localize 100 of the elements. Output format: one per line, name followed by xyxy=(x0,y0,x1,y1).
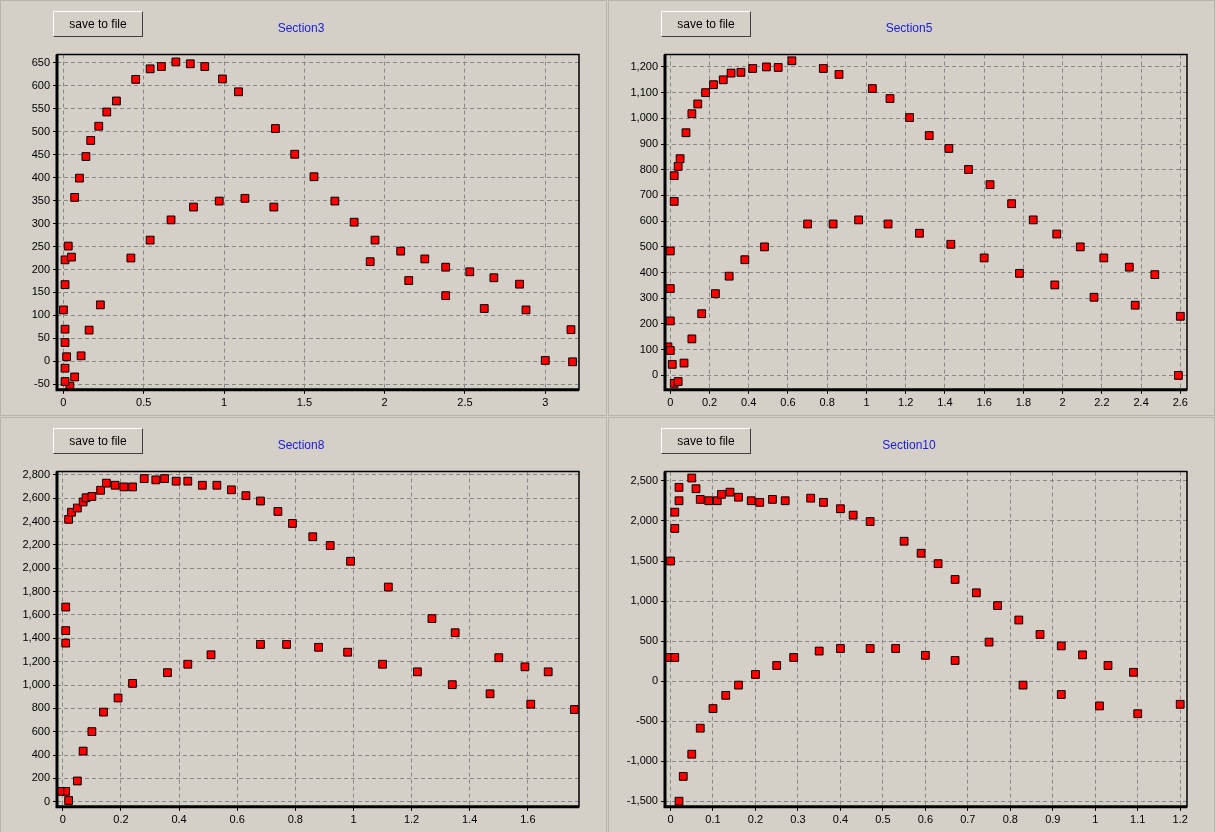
x-tick-label: 2.2 xyxy=(1094,396,1110,409)
y-tick-label: 200 xyxy=(639,317,658,330)
point xyxy=(734,680,743,690)
y-tick-label: 2,000 xyxy=(22,561,50,574)
point xyxy=(346,556,355,566)
y-tick-label: -1,000 xyxy=(626,754,658,767)
point xyxy=(740,255,750,265)
y-tick-label: 500 xyxy=(31,124,50,137)
x-tick-label: 1 xyxy=(1092,813,1099,826)
point xyxy=(197,480,207,490)
point xyxy=(218,74,227,84)
point xyxy=(273,507,283,516)
point xyxy=(465,267,475,277)
point xyxy=(691,484,701,494)
text: save to file xyxy=(53,428,143,454)
point xyxy=(693,99,703,109)
x-tick-label: 2.5 xyxy=(457,396,473,409)
point xyxy=(63,241,73,251)
point xyxy=(520,662,530,672)
y-tick-label: 0 xyxy=(43,354,50,367)
point xyxy=(673,377,683,386)
point xyxy=(726,68,736,78)
x-tick-label: 3 xyxy=(542,396,549,409)
point xyxy=(60,338,70,347)
x-tick-label: 0.5 xyxy=(136,396,152,409)
x-tick-label: 1.5 xyxy=(296,396,312,409)
point xyxy=(768,494,777,504)
point xyxy=(979,253,989,263)
point xyxy=(349,217,359,227)
x-tick-label: 0.9 xyxy=(1045,813,1061,826)
x-tick-label: 0 xyxy=(60,396,67,409)
point xyxy=(521,305,531,315)
point xyxy=(1056,641,1066,651)
point xyxy=(441,262,451,272)
point xyxy=(709,80,718,90)
point xyxy=(760,242,769,252)
x-tick-label: 1 xyxy=(350,813,357,826)
point xyxy=(212,480,222,490)
point xyxy=(60,324,70,334)
point xyxy=(950,575,960,584)
point xyxy=(325,541,335,550)
point xyxy=(526,699,536,709)
x-tick-label: 1.4 xyxy=(937,396,953,409)
x-tick-label: 1.2 xyxy=(1172,813,1188,826)
point xyxy=(933,559,943,569)
point xyxy=(76,351,86,361)
y-tick-label: 1,500 xyxy=(630,554,658,567)
point xyxy=(413,667,422,677)
point xyxy=(119,482,129,492)
point xyxy=(271,124,280,133)
point xyxy=(378,659,387,669)
point xyxy=(59,305,68,315)
y-tick-label: 1,200 xyxy=(22,654,50,667)
point xyxy=(485,689,495,699)
point xyxy=(86,136,96,145)
y-tick-label: 300 xyxy=(31,216,50,229)
point xyxy=(701,88,710,98)
point xyxy=(171,476,181,486)
point xyxy=(746,496,756,506)
point xyxy=(1103,661,1113,670)
y-tick-label: 0 xyxy=(651,674,658,687)
point xyxy=(814,646,824,656)
y-tick-label: 1,000 xyxy=(630,594,658,607)
point xyxy=(241,491,251,501)
point xyxy=(112,96,121,106)
point xyxy=(787,56,797,66)
point xyxy=(569,705,579,714)
y-tick-label: 500 xyxy=(639,239,658,252)
x-tick-label: 0.4 xyxy=(171,813,187,826)
y-tick-label: 400 xyxy=(31,170,50,183)
point xyxy=(330,196,340,206)
point xyxy=(95,300,105,310)
y-tick-label: 500 xyxy=(639,634,658,647)
point xyxy=(679,358,689,368)
point xyxy=(670,507,680,517)
y-tick-label: 350 xyxy=(31,193,50,206)
x-tick-label: 0.8 xyxy=(287,813,303,826)
point xyxy=(718,75,728,85)
point xyxy=(113,693,123,703)
x-tick-label: 0.5 xyxy=(875,813,891,826)
point xyxy=(721,690,731,700)
point xyxy=(540,356,550,365)
point xyxy=(404,276,414,285)
point xyxy=(1129,667,1138,677)
point xyxy=(157,62,166,71)
point xyxy=(687,749,697,759)
x-tick-label: 0.6 xyxy=(917,813,934,826)
point xyxy=(1150,270,1160,280)
point xyxy=(670,653,680,662)
point xyxy=(94,121,104,131)
point xyxy=(566,325,576,335)
point xyxy=(1124,262,1134,272)
point xyxy=(695,494,705,504)
point xyxy=(126,253,136,263)
point xyxy=(780,496,790,506)
point xyxy=(84,325,94,335)
point xyxy=(183,659,193,669)
point xyxy=(1175,311,1185,321)
point xyxy=(61,638,71,648)
point xyxy=(110,480,120,490)
